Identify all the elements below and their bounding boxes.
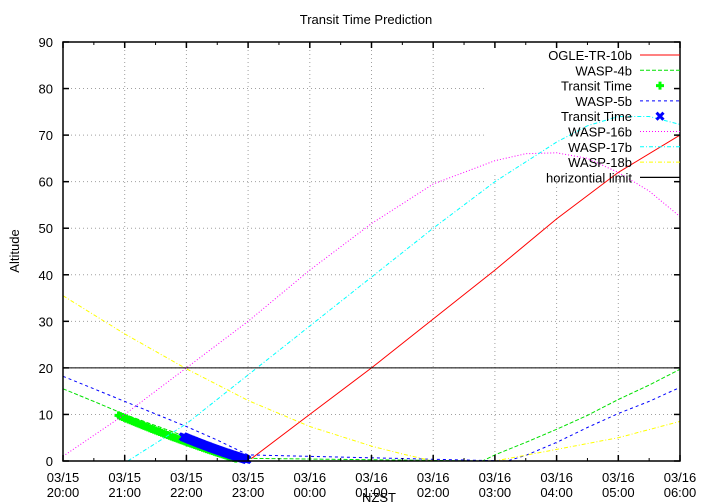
y-tick-label: 80: [39, 82, 53, 97]
legend-label: OGLE-TR-10b: [548, 48, 632, 63]
x-tick-date: 03/16: [540, 470, 573, 485]
x-tick-date: 03/15: [170, 470, 203, 485]
series-wasp-5b: [62, 375, 681, 462]
x-tick-time: 03:00: [479, 485, 512, 500]
legend-label: Transit Time: [561, 109, 632, 124]
x-tick-date: 03/15: [232, 470, 265, 485]
x-tick-time: 01:00: [355, 485, 388, 500]
legend-label: WASP-16b: [568, 125, 632, 140]
series-wasp-16b: [62, 152, 681, 457]
legend-label: WASP-17b: [568, 140, 632, 155]
x-tick-time: 05:00: [602, 485, 635, 500]
x-tick-date: 03/15: [108, 470, 141, 485]
x-tick-time: 06:00: [664, 485, 697, 500]
x-tick-date: 03/16: [294, 470, 327, 485]
y-tick-label: 40: [39, 268, 53, 283]
x-axis-ticks: 03/1520:0003/1521:0003/1522:0003/1523:00…: [47, 42, 697, 500]
x-axis-label: NZST: [362, 490, 396, 504]
series-transit-time: [178, 432, 252, 465]
x-tick-date: 03/16: [417, 470, 450, 485]
series-wasp-4b: [62, 368, 681, 462]
y-tick-label: 50: [39, 221, 53, 236]
legend-label: horizontial limit: [546, 170, 632, 185]
x-tick-date: 03/16: [664, 470, 697, 485]
legend-label: WASP-5b: [575, 94, 632, 109]
x-tick-time: 04:00: [540, 485, 573, 500]
x-tick-time: 00:00: [294, 485, 327, 500]
y-tick-label: 20: [39, 361, 53, 376]
y-tick-label: 90: [39, 35, 53, 50]
legend-label: WASP-18b: [568, 155, 632, 170]
chart-title: Transit Time Prediction: [300, 12, 432, 27]
y-tick-label: 70: [39, 128, 53, 143]
series-wasp-17b: [127, 116, 681, 462]
y-tick-label: 0: [46, 454, 53, 469]
x-tick-time: 20:00: [47, 485, 80, 500]
x-tick-time: 02:00: [417, 485, 450, 500]
series-wasp-18b: [62, 295, 681, 462]
y-tick-label: 30: [39, 314, 53, 329]
x-tick-date: 03/16: [355, 470, 388, 485]
legend-label: Transit Time: [561, 79, 632, 94]
y-tick-label: 60: [39, 175, 53, 190]
y-tick-label: 10: [39, 407, 53, 422]
y-axis-ticks: 0 10 20 30 40 50 60 70 80 90: [39, 35, 680, 469]
x-tick-time: 23:00: [232, 485, 265, 500]
x-tick-time: 22:00: [170, 485, 203, 500]
series-ogle-tr-10b: [250, 134, 681, 460]
x-tick-date: 03/16: [479, 470, 512, 485]
x-tick-time: 21:00: [108, 485, 141, 500]
x-tick-date: 03/16: [602, 470, 635, 485]
data-series: [62, 116, 681, 465]
x-tick-date: 03/15: [47, 470, 80, 485]
y-axis-label: Altitude: [7, 229, 22, 272]
legend-label: WASP-4b: [575, 63, 632, 78]
